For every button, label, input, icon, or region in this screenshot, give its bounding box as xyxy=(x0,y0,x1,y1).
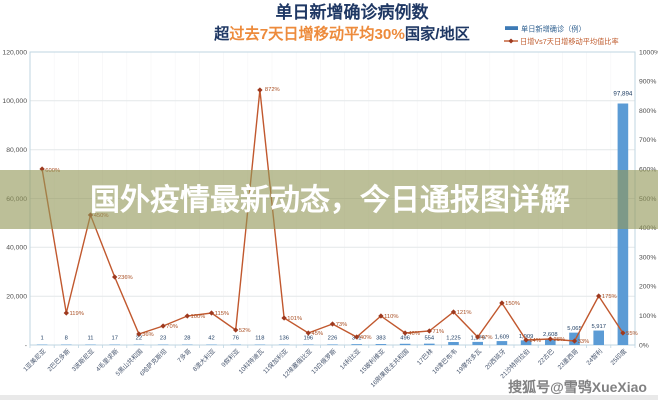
svg-text:5,065: 5,065 xyxy=(567,326,582,332)
svg-text:1,225: 1,225 xyxy=(446,336,461,342)
svg-text:100%: 100% xyxy=(639,313,656,320)
svg-text:76: 76 xyxy=(232,336,238,342)
svg-text:101%: 101% xyxy=(287,316,302,322)
svg-text:45%: 45% xyxy=(312,331,324,337)
svg-text:33%: 33% xyxy=(578,339,590,345)
svg-text:554: 554 xyxy=(424,336,434,342)
svg-text:5,917: 5,917 xyxy=(591,324,606,330)
svg-text:175%: 175% xyxy=(602,294,617,300)
svg-text:226: 226 xyxy=(328,336,338,342)
svg-text:110%: 110% xyxy=(384,314,398,320)
svg-text:200%: 200% xyxy=(639,284,656,291)
svg-text:23: 23 xyxy=(160,336,166,342)
svg-text:300%: 300% xyxy=(639,254,656,261)
svg-text:46%: 46% xyxy=(408,331,420,337)
svg-text:1,609: 1,609 xyxy=(495,335,510,341)
svg-text:28: 28 xyxy=(184,336,190,342)
svg-text:872%: 872% xyxy=(265,87,280,93)
svg-text:日增Vs7天日增移动平均值比率: 日增Vs7天日增移动平均值比率 xyxy=(520,37,619,46)
svg-text:80,000: 80,000 xyxy=(6,147,27,154)
svg-text:700%: 700% xyxy=(639,137,656,144)
svg-text:496: 496 xyxy=(400,336,410,342)
svg-text:100,000: 100,000 xyxy=(2,98,27,105)
svg-text:42: 42 xyxy=(208,336,214,342)
svg-text:17: 17 xyxy=(111,336,117,342)
svg-text:120,000: 120,000 xyxy=(2,49,27,56)
svg-text:8: 8 xyxy=(65,336,68,342)
svg-text:150%: 150% xyxy=(505,301,520,307)
svg-text:2,608: 2,608 xyxy=(543,332,558,338)
svg-text:-: - xyxy=(25,342,27,349)
svg-text:1000%: 1000% xyxy=(639,49,658,56)
svg-text:超过去7天日增移动平均30%国家/地区: 超过去7天日增移动平均30%国家/地区 xyxy=(213,25,470,43)
svg-text:20,000: 20,000 xyxy=(6,294,27,301)
svg-text:55%: 55% xyxy=(626,331,638,337)
svg-text:97,894: 97,894 xyxy=(613,91,632,98)
svg-text:单日新增确诊（例）: 单日新增确诊（例） xyxy=(521,25,586,34)
svg-text:70%: 70% xyxy=(166,324,178,330)
svg-text:121%: 121% xyxy=(457,310,472,316)
svg-text:900%: 900% xyxy=(639,79,656,86)
svg-text:40%: 40% xyxy=(360,335,372,341)
svg-text:136: 136 xyxy=(279,336,289,342)
svg-text:115%: 115% xyxy=(215,311,229,317)
svg-text:11: 11 xyxy=(87,336,93,342)
svg-text:73%: 73% xyxy=(336,322,348,328)
svg-text:36%: 36% xyxy=(142,332,154,338)
svg-text:100%: 100% xyxy=(191,314,206,320)
svg-text:搜狐号@雪鸮XueXiao: 搜狐号@雪鸮XueXiao xyxy=(508,379,647,395)
svg-text:71%: 71% xyxy=(433,329,445,335)
svg-text:119%: 119% xyxy=(70,311,84,317)
svg-text:52%: 52% xyxy=(239,328,251,334)
svg-text:单日新增确诊病例数: 单日新增确诊病例数 xyxy=(276,2,430,22)
svg-text:0%: 0% xyxy=(639,342,649,349)
svg-text:国外疫情最新动态，今日通报图详解: 国外疫情最新动态，今日通报图详解 xyxy=(90,183,570,217)
svg-text:22: 22 xyxy=(136,336,142,342)
svg-text:1,909: 1,909 xyxy=(519,334,534,340)
svg-text:383: 383 xyxy=(376,336,386,342)
svg-text:196: 196 xyxy=(303,336,313,342)
svg-text:14%: 14% xyxy=(529,338,541,344)
svg-text:1: 1 xyxy=(40,336,43,342)
svg-text:47%: 47% xyxy=(481,335,493,341)
svg-text:28%: 28% xyxy=(554,337,566,343)
svg-text:118: 118 xyxy=(255,336,264,342)
svg-text:40,000: 40,000 xyxy=(6,245,27,252)
svg-text:236%: 236% xyxy=(118,275,133,281)
svg-text:800%: 800% xyxy=(639,108,656,115)
